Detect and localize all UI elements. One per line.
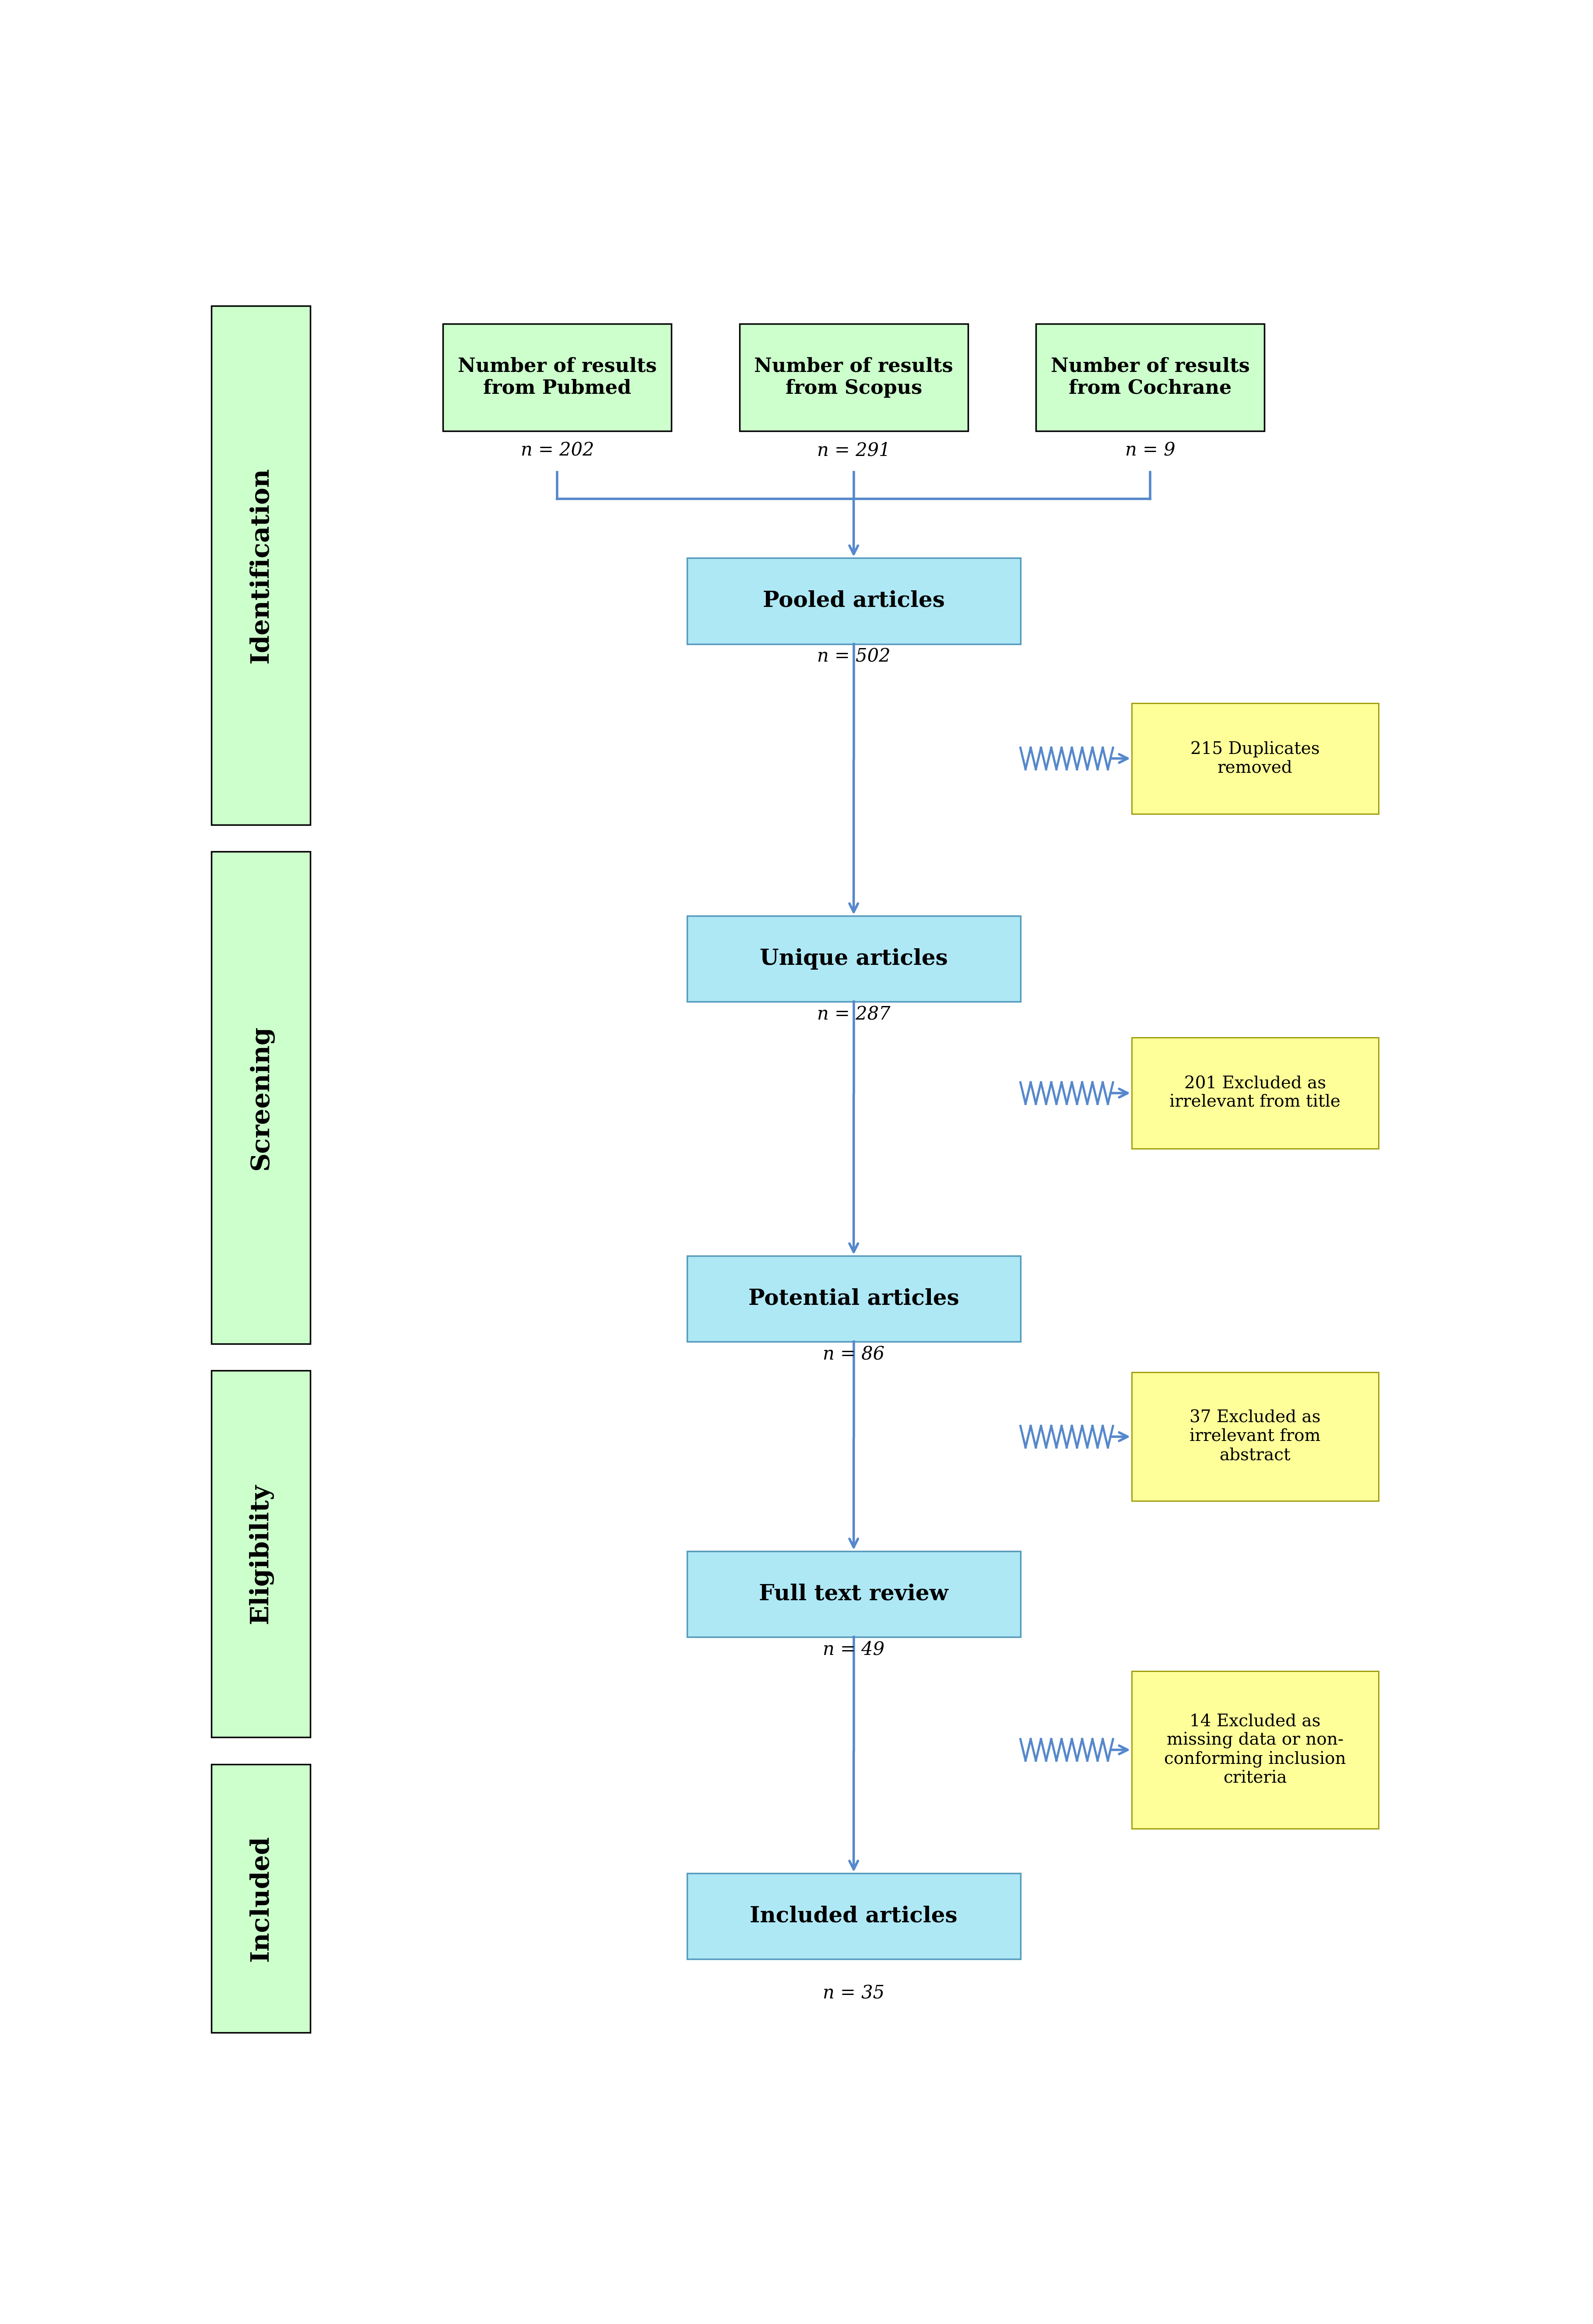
Text: n = 287: n = 287 — [817, 1006, 890, 1023]
Text: Screening: Screening — [249, 1025, 274, 1169]
Text: Number of results
from Pubmed: Number of results from Pubmed — [457, 358, 656, 397]
Text: Included articles: Included articles — [750, 1906, 957, 1927]
Text: Number of results
from Scopus: Number of results from Scopus — [753, 358, 953, 397]
Text: Identification: Identification — [249, 467, 272, 662]
Text: 215 Duplicates
removed: 215 Duplicates removed — [1190, 741, 1319, 776]
FancyBboxPatch shape — [687, 1255, 1020, 1341]
FancyBboxPatch shape — [687, 1873, 1020, 1959]
FancyBboxPatch shape — [687, 558, 1020, 644]
FancyBboxPatch shape — [1035, 323, 1263, 430]
FancyBboxPatch shape — [443, 323, 671, 430]
Text: n = 9: n = 9 — [1125, 442, 1174, 460]
FancyBboxPatch shape — [1131, 1037, 1378, 1148]
Text: 37 Excluded as
irrelevant from
abstract: 37 Excluded as irrelevant from abstract — [1188, 1411, 1321, 1464]
Text: n = 86: n = 86 — [822, 1346, 884, 1364]
FancyBboxPatch shape — [687, 916, 1020, 1002]
FancyBboxPatch shape — [1131, 1671, 1378, 1829]
FancyBboxPatch shape — [739, 323, 967, 430]
FancyBboxPatch shape — [1131, 702, 1378, 813]
Text: Unique articles: Unique articles — [760, 948, 948, 969]
Text: n = 49: n = 49 — [822, 1641, 884, 1659]
FancyBboxPatch shape — [687, 1550, 1020, 1636]
Text: Potential articles: Potential articles — [749, 1287, 959, 1311]
Text: n = 35: n = 35 — [822, 1985, 884, 2003]
FancyBboxPatch shape — [212, 851, 311, 1343]
Text: n = 502: n = 502 — [817, 648, 890, 665]
Text: 14 Excluded as
missing data or non-
conforming inclusion
criteria: 14 Excluded as missing data or non- conf… — [1164, 1713, 1346, 1787]
Text: Eligibility: Eligibility — [249, 1483, 274, 1624]
Text: Number of results
from Cochrane: Number of results from Cochrane — [1050, 358, 1249, 397]
FancyBboxPatch shape — [212, 307, 311, 825]
Text: n = 291: n = 291 — [817, 442, 890, 460]
FancyBboxPatch shape — [1131, 1371, 1378, 1501]
FancyBboxPatch shape — [212, 1371, 311, 1738]
Text: Full text review: Full text review — [758, 1583, 948, 1606]
Text: Included: Included — [249, 1836, 272, 1961]
Text: n = 202: n = 202 — [521, 442, 594, 460]
Text: Pooled articles: Pooled articles — [763, 590, 945, 611]
FancyBboxPatch shape — [212, 1764, 311, 2034]
Text: 201 Excluded as
irrelevant from title: 201 Excluded as irrelevant from title — [1169, 1076, 1340, 1111]
